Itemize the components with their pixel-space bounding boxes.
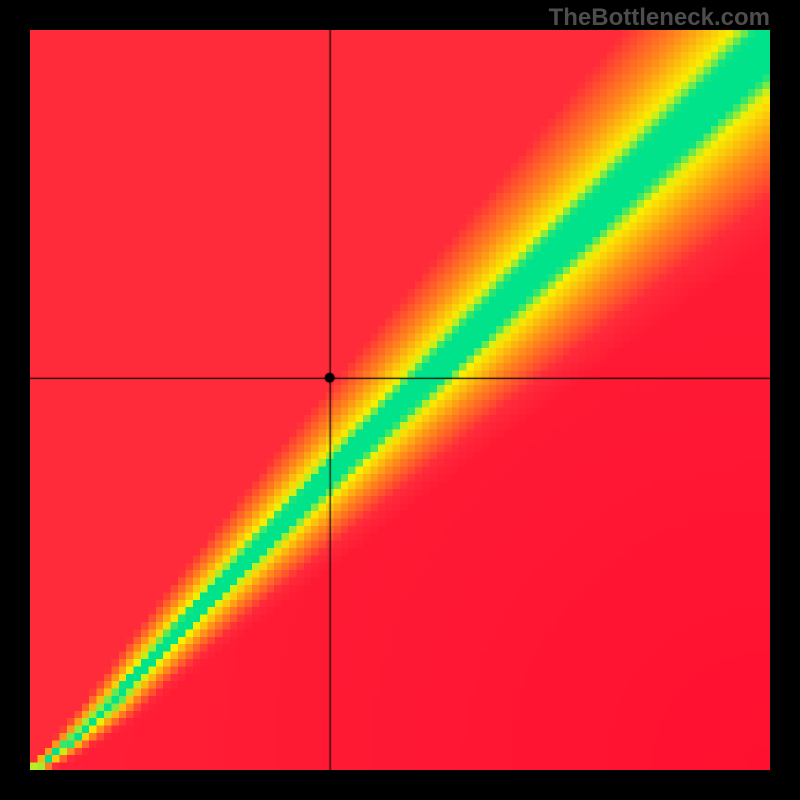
bottleneck-heatmap xyxy=(30,30,770,770)
chart-container: { "canvas": { "width": 800, "height": 80… xyxy=(0,0,800,800)
watermark-text: TheBottleneck.com xyxy=(549,4,770,32)
